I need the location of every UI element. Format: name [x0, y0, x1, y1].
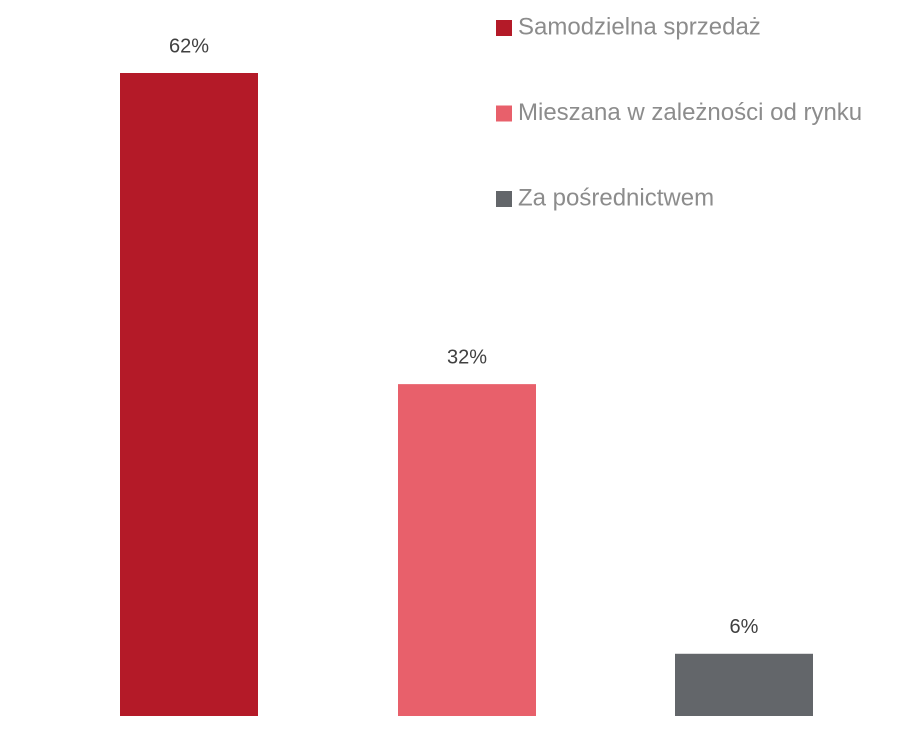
- bar: [120, 73, 258, 716]
- bar: [675, 653, 813, 716]
- legend-label: Samodzielna sprzedaż: [518, 13, 761, 40]
- value-label: 32%: [447, 346, 487, 368]
- value-label: 62%: [169, 35, 209, 57]
- legend-label: Za pośrednictwem: [518, 184, 714, 211]
- legend-swatch: [496, 105, 512, 122]
- legend-swatch: [496, 20, 512, 36]
- legend-swatch: [496, 191, 512, 207]
- value-label: 6%: [730, 616, 759, 638]
- bar: [398, 384, 536, 716]
- legend-label: Mieszana w zależności od rynku: [518, 99, 862, 126]
